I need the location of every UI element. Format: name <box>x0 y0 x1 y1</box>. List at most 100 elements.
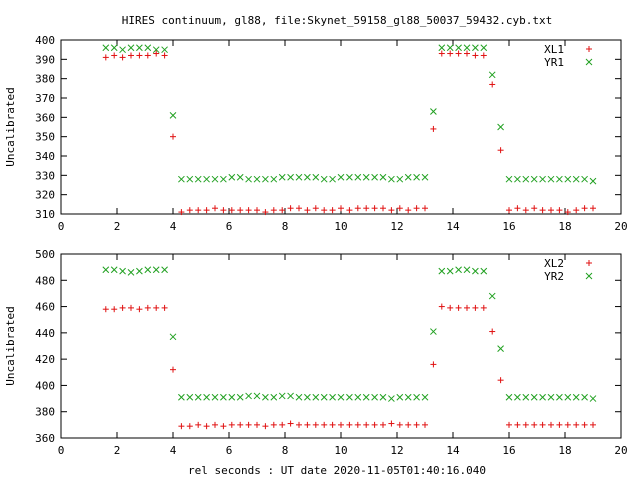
data-point-xl1 <box>153 50 160 57</box>
data-point-xl1 <box>245 207 252 214</box>
data-point-xl1 <box>212 205 218 212</box>
data-point-xl1 <box>270 207 277 214</box>
x-tick-label: 16 <box>502 220 515 233</box>
data-point-xl1 <box>455 50 462 57</box>
data-marks-1 <box>102 44 597 216</box>
data-point-yr1 <box>287 173 294 181</box>
x-tick-label: 12 <box>390 444 403 457</box>
data-point-yr2 <box>169 333 177 341</box>
data-marks-2 <box>102 266 597 430</box>
data-point-xl2 <box>396 421 403 428</box>
data-point-yr1 <box>245 175 252 183</box>
y-tick-label: 400 <box>35 379 55 392</box>
data-point-xl2 <box>581 421 588 428</box>
legend-markers-1 <box>585 46 593 66</box>
y-axis-label-1: Uncalibrated <box>4 87 17 166</box>
x-tick-label: 8 <box>282 220 289 233</box>
data-point-xl2 <box>128 304 134 311</box>
data-point-yr1 <box>337 173 345 181</box>
x-tick-label: 18 <box>558 220 571 233</box>
data-point-yr2 <box>572 393 580 401</box>
y-tick-label: 380 <box>35 406 55 419</box>
data-point-yr1 <box>362 173 370 181</box>
y-tick-label: 320 <box>35 189 55 202</box>
data-point-yr2 <box>278 392 286 400</box>
y-tick-label: 440 <box>35 327 55 340</box>
data-point-xl1 <box>480 52 487 59</box>
data-point-xl2 <box>329 421 336 428</box>
data-point-yr1 <box>564 175 572 183</box>
data-point-xl2 <box>371 421 378 428</box>
x-tick-label: 14 <box>446 220 460 233</box>
y-tick-label: 310 <box>35 208 55 221</box>
data-point-yr1 <box>236 173 244 181</box>
data-point-xl1 <box>489 81 496 88</box>
data-point-xl1 <box>237 207 244 214</box>
data-point-yr1 <box>547 175 555 183</box>
legend-label-xl2: XL2 <box>544 257 564 270</box>
data-point-xl2 <box>380 421 386 428</box>
data-point-xl1 <box>413 205 420 212</box>
data-point-xl1 <box>287 205 294 212</box>
data-point-xl1 <box>254 207 260 214</box>
x-tick-label: 2 <box>114 444 121 457</box>
x-tick-label: 12 <box>390 220 403 233</box>
data-point-yr1 <box>194 175 202 183</box>
data-point-yr1 <box>421 173 429 181</box>
data-point-xl1 <box>581 205 588 212</box>
x-tick-label: 4 <box>170 444 177 457</box>
axis-ticks-2: 0 2 4 6 8 10 12 14 16 18 20 360 380 400 420 440 460 480 50… <box>35 248 628 457</box>
data-point-yr1 <box>152 46 160 54</box>
data-point-xl1 <box>329 207 336 214</box>
legend-marker-yr2 <box>585 272 593 280</box>
data-point-xl1 <box>161 52 168 59</box>
x-tick-label: 14 <box>446 444 460 457</box>
data-point-xl2 <box>430 361 437 368</box>
data-point-xl2 <box>102 306 109 313</box>
data-point-yr2 <box>497 345 504 352</box>
data-point-yr1 <box>110 44 118 52</box>
data-point-yr2 <box>312 393 320 401</box>
legend-label-xl1: XL1 <box>544 43 564 56</box>
data-point-xl1 <box>438 50 445 57</box>
data-point-xl2 <box>245 421 252 428</box>
panel-1: Uncalibrated 0 2 4 6 8 10 12 14 16 18 20 310 320 330 3… <box>4 34 628 233</box>
data-point-yr1 <box>262 175 269 183</box>
data-point-xl2 <box>564 421 571 428</box>
data-point-yr1 <box>220 175 227 183</box>
data-point-yr2 <box>211 393 219 401</box>
data-point-xl2 <box>354 421 361 428</box>
data-point-yr2 <box>329 393 336 401</box>
data-point-yr2 <box>463 266 471 274</box>
data-point-yr1 <box>522 175 530 183</box>
data-point-xl1 <box>388 207 395 214</box>
data-point-xl2 <box>262 423 269 430</box>
data-point-yr1 <box>413 173 420 181</box>
data-point-xl2 <box>556 421 563 428</box>
data-point-xl2 <box>514 421 521 428</box>
data-point-yr2 <box>203 393 210 401</box>
data-point-xl1 <box>304 207 311 214</box>
data-point-yr2 <box>547 393 555 401</box>
data-point-xl1 <box>119 54 126 61</box>
x-tick-label: 6 <box>226 220 233 233</box>
data-point-yr1 <box>581 175 588 183</box>
y-tick-label: 340 <box>35 150 55 163</box>
data-point-xl2 <box>178 423 185 430</box>
data-point-yr2 <box>438 267 446 275</box>
data-point-xl1 <box>195 207 202 214</box>
x-tick-label: 20 <box>614 220 627 233</box>
data-point-xl2 <box>228 421 235 428</box>
y-tick-label: 460 <box>35 301 55 314</box>
data-point-yr2 <box>455 266 462 274</box>
data-point-yr1 <box>127 44 135 52</box>
legend-label-yr2: YR2 <box>544 270 564 283</box>
data-point-xl1 <box>321 207 328 214</box>
legend-label-yr1: YR1 <box>544 56 564 69</box>
data-point-yr2 <box>186 393 194 401</box>
data-point-yr1 <box>102 44 110 52</box>
data-point-yr2 <box>337 393 345 401</box>
data-point-yr1 <box>320 175 328 183</box>
data-point-xl1 <box>228 207 235 214</box>
